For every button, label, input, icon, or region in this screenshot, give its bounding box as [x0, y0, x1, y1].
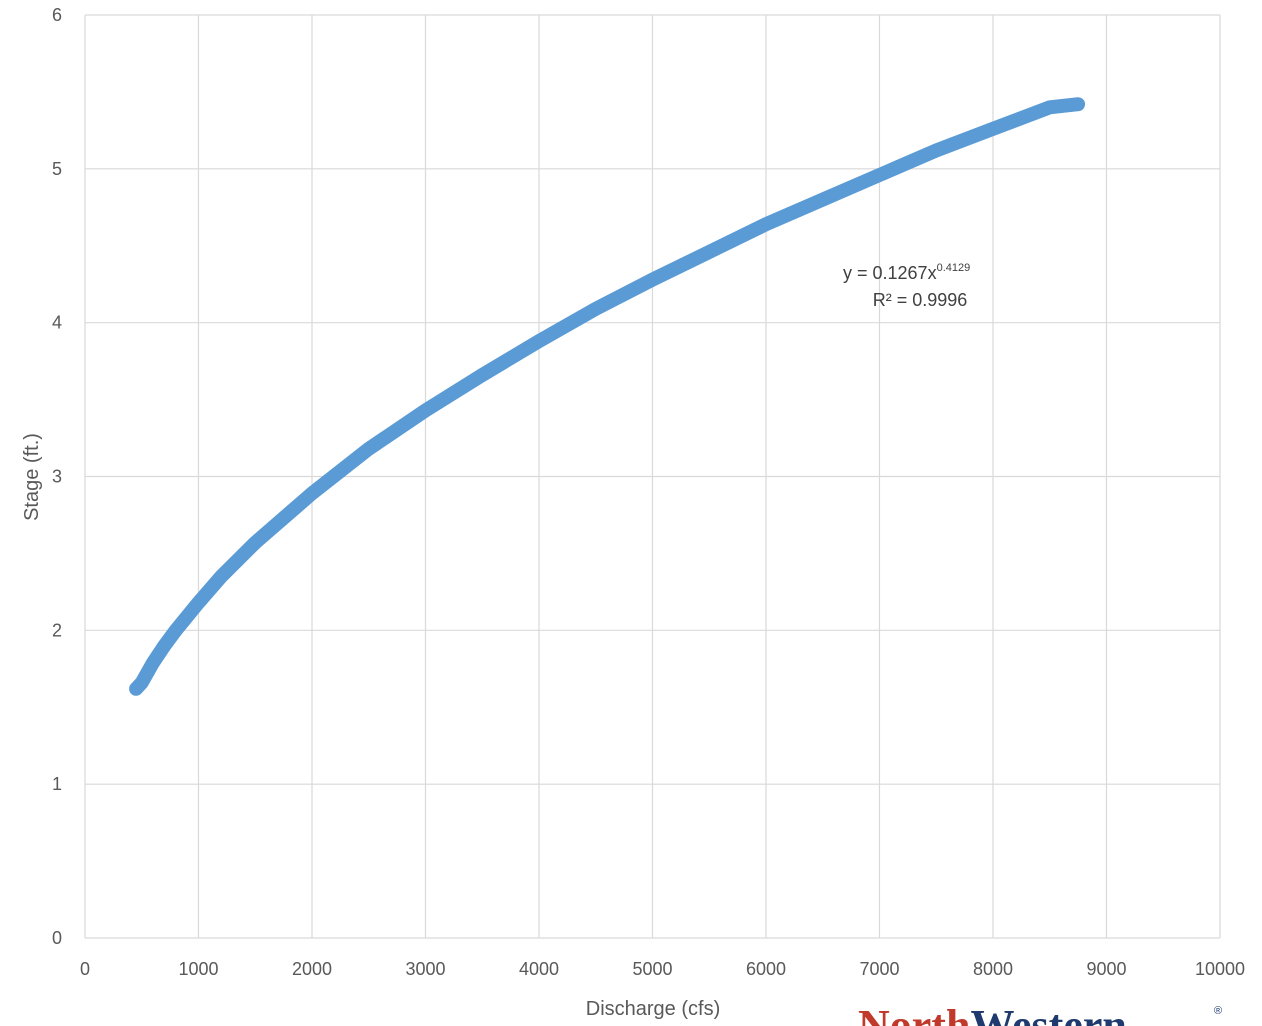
- y-tick-label: 2: [52, 620, 62, 640]
- y-tick-label: 5: [52, 159, 62, 179]
- x-tick-label: 9000: [1086, 959, 1126, 979]
- y-tick-label: 1: [52, 774, 62, 794]
- x-tick-label: 10000: [1195, 959, 1245, 979]
- trendline-equation-base: y = 0.1267x: [843, 263, 937, 283]
- logo-registered-mark: ®: [1214, 1005, 1222, 1017]
- x-tick-labels: 0 1000 2000 3000 4000 5000 6000 7000 8000 9000 100…: [80, 959, 1245, 979]
- x-tick-label: 1000: [178, 959, 218, 979]
- x-tick-label: 5000: [632, 959, 672, 979]
- x-tick-label: 7000: [859, 959, 899, 979]
- x-tick-label: 0: [80, 959, 90, 979]
- trendline-r-squared: R² = 0.9996: [873, 290, 968, 310]
- y-axis-title: Stage (ft.): [21, 433, 43, 521]
- trendline-equation: y = 0.1267x0.4129: [843, 262, 970, 283]
- x-tick-label: 4000: [519, 959, 559, 979]
- logo-part-western: Western: [970, 1001, 1126, 1026]
- x-tick-label: 2000: [292, 959, 332, 979]
- trendline-equation-exponent: 0.4129: [937, 262, 971, 274]
- svg-text:NorthWestern: NorthWestern: [858, 1001, 1127, 1026]
- x-axis-title: Discharge (cfs): [586, 998, 720, 1020]
- series-line: [129, 97, 1086, 696]
- data-series: [129, 97, 1086, 696]
- y-tick-labels: 0 1 2 3 4 5 6: [52, 5, 62, 948]
- x-tick-label: 3000: [405, 959, 445, 979]
- y-tick-label: 3: [52, 467, 62, 487]
- logo-part-north: North: [858, 1001, 970, 1026]
- x-tick-label: 6000: [746, 959, 786, 979]
- y-tick-label: 0: [52, 928, 62, 948]
- y-tick-label: 4: [52, 313, 62, 333]
- x-tick-label: 8000: [973, 959, 1013, 979]
- y-tick-label: 6: [52, 5, 62, 25]
- northwestern-logo: NorthWestern ®: [858, 1001, 1222, 1026]
- gridlines: [84, 14, 1221, 939]
